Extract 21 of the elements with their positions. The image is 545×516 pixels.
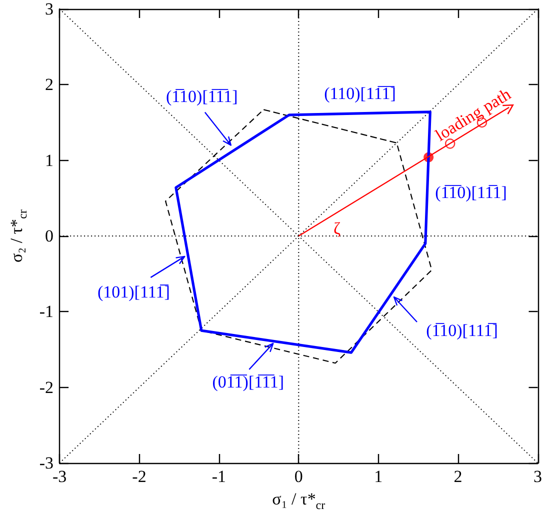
- annotation: (101)[111̅]: [97, 282, 170, 301]
- x-tick-label: 0: [294, 467, 303, 486]
- annotation: (1̅10)[1̅1̅1]: [166, 86, 238, 106]
- annotation: (1̅1̅0)[11̅1]: [435, 182, 507, 202]
- y-tick-label: -3: [39, 454, 54, 472]
- x-tick-label: 2: [454, 467, 462, 486]
- x-tick-label: 1: [374, 467, 383, 486]
- x-tick-label: -2: [132, 467, 146, 486]
- y-tick-label: -1: [39, 302, 54, 322]
- y-tick-label: 3: [45, 0, 54, 18]
- y-tick-label: 0: [45, 226, 54, 246]
- y-tick-label: -2: [39, 378, 54, 397]
- x-tick-label: 3: [534, 467, 542, 486]
- annotation: (110)[11̅1̅]: [324, 84, 396, 102]
- y-axis-title: σ₂ / τ*cr: [7, 210, 30, 262]
- annotation: ζ: [333, 218, 341, 238]
- y-tick-label: 2: [45, 75, 54, 94]
- annotation: (1̅10)[111̅]: [426, 320, 498, 340]
- x-tick-label: -1: [212, 467, 226, 486]
- annotation: (01̅1̅)[1̅1̅1]: [212, 372, 284, 391]
- y-tick-label: 1: [45, 150, 54, 170]
